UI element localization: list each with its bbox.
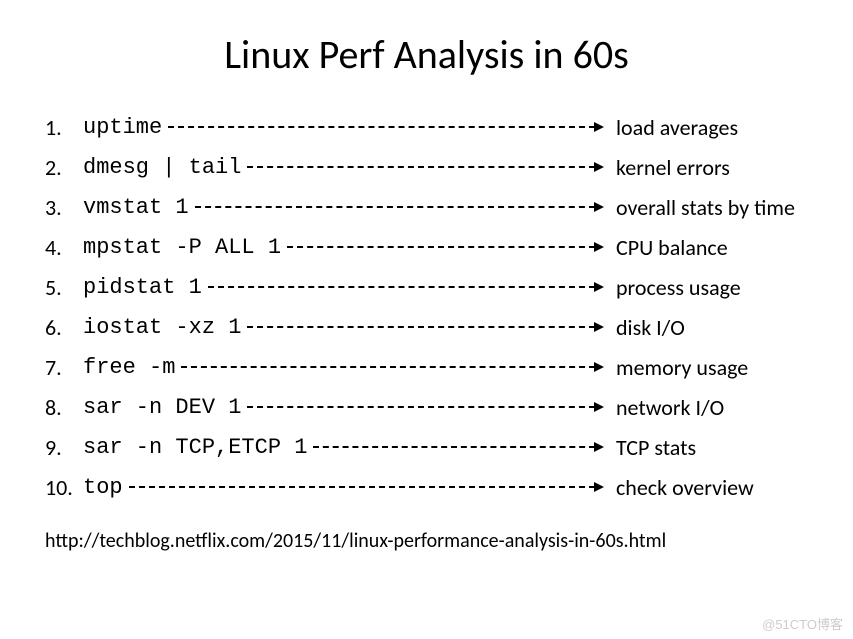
description-text: CPU balance [608, 234, 808, 261]
source-url: http://techblog.netflix.com/2015/11/linu… [35, 529, 818, 553]
list-item: 8. sar -n DEV 1 network I/O [45, 387, 808, 427]
description-text: TCP stats [608, 434, 808, 461]
item-number: 2. [45, 154, 83, 181]
command-text: sar -n TCP,ETCP 1 [83, 435, 313, 460]
description-text: kernel errors [608, 154, 808, 181]
arrow-icon [181, 347, 608, 387]
list-item: 5. pidstat 1 process usage [45, 267, 808, 307]
list-item: 1. uptime load averages [45, 107, 808, 147]
item-number: 5. [45, 274, 83, 301]
list-item: 3. vmstat 1 overall stats by time [45, 187, 808, 227]
arrow-icon [247, 147, 608, 187]
slide-title: Linux Perf Analysis in 60s [35, 30, 818, 79]
description-text: load averages [608, 114, 808, 141]
description-text: disk I/O [608, 314, 808, 341]
description-text: network I/O [608, 394, 808, 421]
command-text: pidstat 1 [83, 275, 208, 300]
command-text: sar -n DEV 1 [83, 395, 247, 420]
arrow-icon [313, 427, 608, 467]
arrow-icon [247, 387, 608, 427]
arrow-icon [247, 307, 608, 347]
command-text: vmstat 1 [83, 195, 195, 220]
arrow-icon [129, 467, 608, 507]
item-number: 4. [45, 234, 83, 261]
description-text: overall stats by time [608, 194, 808, 221]
arrow-icon [208, 267, 608, 307]
list-item: 4. mpstat -P ALL 1 CPU balance [45, 227, 808, 267]
command-list: 1. uptime load averages 2. dmesg | tail … [35, 107, 818, 507]
list-item: 7. free -m memory usage [45, 347, 808, 387]
arrow-icon [168, 107, 608, 147]
item-number: 9. [45, 434, 83, 461]
command-text: mpstat -P ALL 1 [83, 235, 287, 260]
arrow-icon [195, 187, 608, 227]
description-text: check overview [608, 474, 808, 501]
command-text: top [83, 475, 129, 500]
watermark-text: @51CTO博客 [762, 614, 843, 633]
list-item: 9. sar -n TCP,ETCP 1 TCP stats [45, 427, 808, 467]
command-text: iostat -xz 1 [83, 315, 247, 340]
description-text: memory usage [608, 354, 808, 381]
description-text: process usage [608, 274, 808, 301]
command-text: dmesg | tail [83, 155, 247, 180]
item-number: 1. [45, 114, 83, 141]
item-number: 6. [45, 314, 83, 341]
list-item: 10. top check overview [45, 467, 808, 507]
list-item: 6. iostat -xz 1 disk I/O [45, 307, 808, 347]
item-number: 7. [45, 354, 83, 381]
command-text: free -m [83, 355, 181, 380]
item-number: 3. [45, 194, 83, 221]
arrow-icon [287, 227, 608, 267]
list-item: 2. dmesg | tail kernel errors [45, 147, 808, 187]
item-number: 8. [45, 394, 83, 421]
item-number: 10. [45, 474, 83, 501]
command-text: uptime [83, 115, 168, 140]
